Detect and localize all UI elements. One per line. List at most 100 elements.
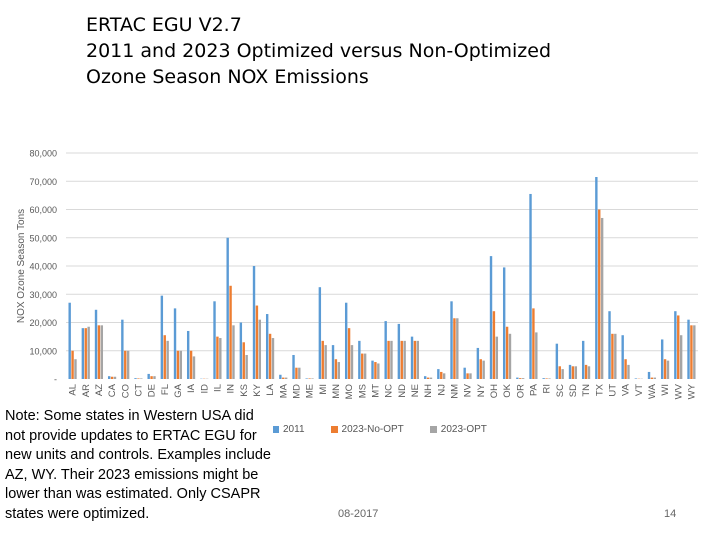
- x-tick-label-nd: ND: [397, 384, 408, 398]
- bar-2023-opt-pa: [535, 332, 538, 379]
- title-line-3: Ozone Season NOX Emissions: [86, 66, 369, 88]
- bar-2023-no-opt-va: [624, 359, 627, 379]
- bar-2023-opt-ok: [508, 333, 512, 379]
- bar-2011-ga: [173, 308, 177, 380]
- bar-2011-mt: [371, 360, 374, 379]
- bar-2023-opt-ky: [258, 319, 262, 379]
- bar-2011-de: [147, 373, 150, 379]
- x-tick-label-wy: WY: [686, 383, 697, 399]
- title-line-2: 2011 and 2023 Optimized versus Non-Optim…: [86, 40, 552, 62]
- x-tick-label-ny: NY: [476, 383, 487, 397]
- x-tick-label-co: CO: [120, 384, 131, 398]
- bar-2023-no-opt-ut: [611, 333, 614, 379]
- bar-2023-no-opt-ma: [282, 377, 285, 379]
- bar-2011-or: [516, 377, 519, 379]
- bar-2023-opt-ia: [192, 356, 196, 379]
- bar-2011-va: [621, 335, 624, 379]
- x-tick-label-nv: NV: [463, 383, 474, 397]
- bar-2011-me: [305, 378, 308, 379]
- bar-2023-opt-me: [311, 378, 314, 379]
- x-tick-label-md: MD: [291, 384, 302, 399]
- bar-2011-ny: [476, 347, 480, 379]
- bar-2023-no-opt-ks: [242, 342, 245, 379]
- bar-2023-no-opt-ar: [84, 328, 87, 379]
- bar-2023-no-opt-ky: [255, 305, 259, 379]
- bar-2023-opt-ks: [245, 354, 248, 379]
- bar-2011-ct: [134, 378, 137, 379]
- x-tick-label-ut: UT: [607, 384, 618, 397]
- bar-2023-opt-va: [627, 364, 630, 380]
- x-tick-label-wi: WI: [660, 384, 671, 396]
- bar-2023-opt-ca: [113, 376, 117, 379]
- bar-2023-no-opt-ia: [189, 350, 193, 379]
- bar-2011-ut: [608, 311, 611, 379]
- x-tick-label-ia: IA: [186, 383, 197, 393]
- bar-2011-nh: [423, 376, 427, 379]
- bar-2011-il: [213, 301, 216, 379]
- bar-2023-no-opt-la: [268, 333, 272, 379]
- bar-2011-ri: [542, 378, 545, 379]
- x-tick-label-va: VA: [621, 383, 632, 396]
- bar-2023-opt-ri: [548, 378, 551, 379]
- bar-2023-no-opt-wv: [677, 315, 680, 379]
- legend-swatch-2023-no-opt: [330, 426, 338, 433]
- bar-2023-opt-nv: [469, 373, 472, 379]
- legend-swatch-2023-opt: [429, 426, 437, 433]
- bar-2023-no-opt-mt: [374, 362, 377, 379]
- bar-2023-no-opt-nj: [440, 371, 443, 379]
- bar-2023-opt-wi: [666, 360, 670, 379]
- bar-2023-no-opt-fl: [163, 335, 166, 379]
- bar-2023-opt-tx: [600, 217, 604, 379]
- bar-2023-no-opt-mn: [334, 359, 338, 379]
- bar-2023-no-opt-wi: [663, 359, 667, 379]
- bar-2023-no-opt-sc: [558, 366, 561, 379]
- bar-2023-opt-nd: [403, 340, 406, 379]
- note-text: Note: Some states in Western USA did not…: [5, 407, 273, 539]
- bar-2023-no-opt-ny: [479, 359, 482, 379]
- legend-label-2023-no-opt: 2023-No-OPT: [341, 424, 404, 435]
- bar-2023-opt-nj: [442, 373, 446, 379]
- bar-2023-opt-ar: [87, 326, 90, 379]
- bar-2011-al: [68, 302, 71, 379]
- x-tick-label-fl: FL: [160, 384, 171, 395]
- bar-2023-no-opt-tx: [598, 209, 601, 379]
- bar-2023-no-opt-wa: [650, 377, 654, 379]
- bar-2023-no-opt-nh: [426, 377, 430, 379]
- y-tick-label: -: [54, 375, 57, 385]
- bar-2023-opt-mo: [350, 345, 354, 379]
- bar-2023-opt-il: [219, 338, 222, 379]
- bar-2011-co: [121, 319, 124, 379]
- bar-2023-no-opt-ri: [545, 378, 548, 379]
- chart-area: - 10,000 20,000 30,000 40,000 50,000 60,000 70,…: [0, 136, 720, 406]
- y-tick-label: 30,000: [29, 290, 57, 300]
- bar-2011-oh: [489, 256, 493, 379]
- bar-2023-opt-az: [100, 325, 104, 379]
- bar-2011-wa: [647, 371, 651, 379]
- bar-2023-no-opt-pa: [532, 308, 535, 380]
- x-tick-label-ct: CT: [133, 384, 144, 397]
- bar-2023-no-opt-mi: [321, 340, 324, 379]
- y-axis-title: NOX Ozone Season Tons: [16, 209, 27, 323]
- bar-2011-ky: [252, 266, 256, 379]
- x-tick-label-tn: TN: [581, 384, 592, 397]
- legend-label-2011: 2011: [283, 424, 305, 435]
- bar-2011-ca: [107, 376, 111, 379]
- title-line-1: ERTAC EGU V2.7: [86, 14, 242, 36]
- x-tick-label-il: IL: [212, 384, 223, 392]
- x-tick-label-ky: KY: [252, 383, 263, 396]
- bar-2011-nv: [463, 367, 466, 379]
- bar-2023-no-opt-ok: [505, 326, 509, 379]
- x-tick-label-nc: NC: [384, 384, 395, 398]
- y-tick-label: 80,000: [29, 149, 57, 159]
- bar-2023-no-opt-ga: [176, 350, 180, 379]
- bar-2011-wi: [660, 339, 664, 379]
- bar-2023-opt-or: [521, 378, 525, 379]
- legend-item-2023-opt: 2023-OPT: [429, 424, 487, 435]
- bar-2023-opt-in: [232, 325, 235, 379]
- bar-2011-mn: [331, 345, 335, 379]
- bar-2023-no-opt-wy: [690, 325, 693, 379]
- bar-2023-no-opt-tn: [584, 364, 588, 380]
- bar-2023-no-opt-md: [295, 367, 298, 379]
- bar-2023-no-opt-ct: [137, 378, 140, 379]
- x-tick-label-nj: NJ: [436, 384, 447, 396]
